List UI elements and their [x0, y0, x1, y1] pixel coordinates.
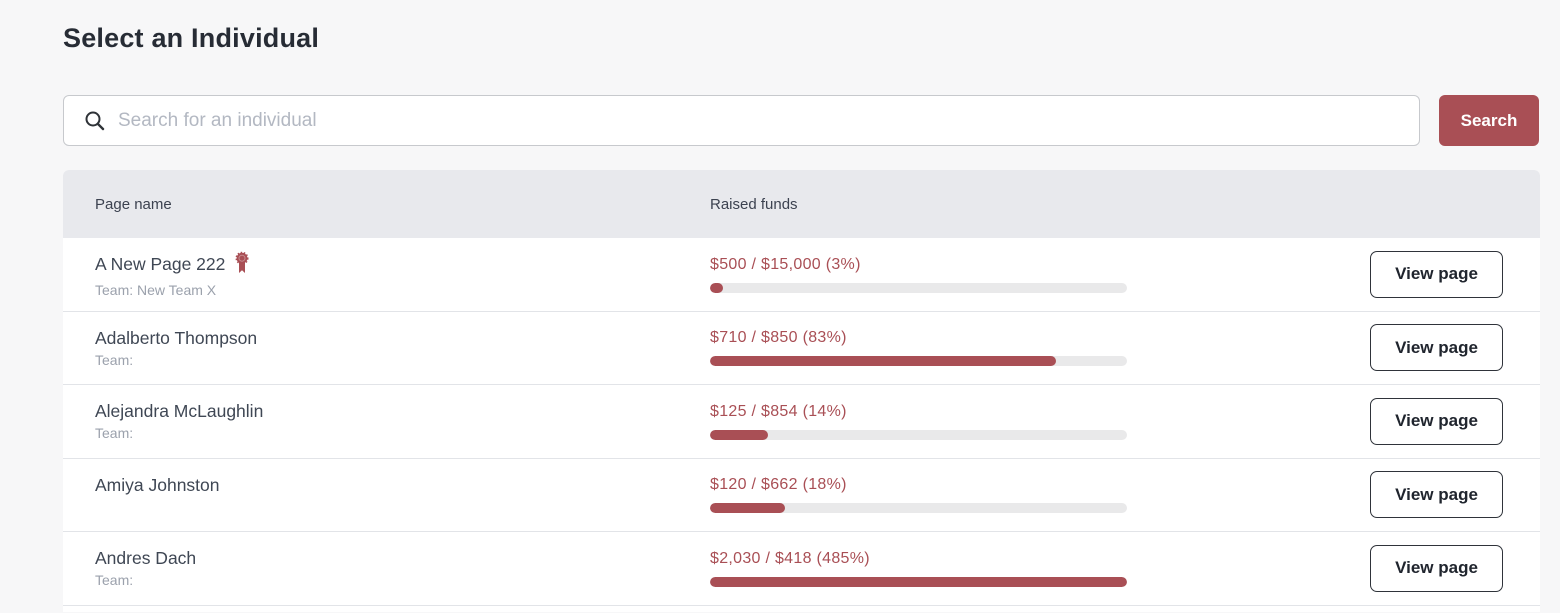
search-button[interactable]: Search [1439, 95, 1539, 146]
individual-name: Andres Dach [95, 548, 197, 569]
team-label [95, 499, 710, 515]
search-icon [84, 110, 106, 132]
progress-fill [710, 429, 769, 440]
search-row: Search [63, 95, 1560, 146]
column-header-page-name: Page name [95, 195, 172, 213]
individual-name: A New Page 222 [95, 254, 226, 275]
page-name-cell: Adalberto Thompson Team: [63, 328, 710, 368]
table-header: Page name Raised funds [63, 170, 1540, 238]
progress-fill [710, 282, 723, 293]
individual-name: Amiya Johnston [95, 474, 220, 495]
page-name-cell: Andres Dach Team: [63, 548, 710, 588]
raised-funds-cell: $2,030 / $418 (485%) [710, 550, 1370, 587]
progress-bar [710, 282, 1127, 293]
raised-funds-cell: $500 / $15,000 (3%) [710, 256, 1370, 293]
page-name-cell: A New Page 222 Team: New Team X [63, 251, 710, 298]
progress-bar [710, 576, 1127, 587]
progress-fill [710, 576, 1127, 587]
award-ribbon-icon [234, 251, 250, 279]
raised-funds-cell: $120 / $662 (18%) [710, 476, 1370, 514]
view-page-button[interactable]: View page [1370, 397, 1503, 445]
raised-funds-text: $710 / $850 (83%) [710, 329, 847, 347]
search-input[interactable] [118, 96, 1419, 145]
column-header-raised-funds: Raised funds [710, 195, 798, 213]
view-page-button[interactable]: View page [1370, 544, 1503, 592]
table-row: Amiya Johnston $120 / $662 (18%) View pa… [63, 458, 1540, 532]
view-page-button[interactable]: View page [1370, 250, 1503, 298]
raised-funds-text: $125 / $854 (14%) [710, 402, 847, 420]
progress-fill [710, 503, 786, 514]
view-page-button[interactable]: View page [1370, 324, 1503, 372]
progress-bar [710, 503, 1127, 514]
individuals-table: Page name Raised funds A New Page 222 [63, 170, 1540, 612]
page-title: Select an Individual [63, 23, 320, 53]
progress-fill [710, 356, 1057, 367]
individual-name: Adalberto Thompson [95, 327, 258, 348]
table-row: Alejandra McLaughlin Team: $125 / $854 (… [63, 385, 1540, 459]
raised-funds-text: $2,030 / $418 (485%) [710, 549, 870, 567]
individual-name: Alejandra McLaughlin [95, 401, 264, 422]
search-box [63, 95, 1420, 146]
team-label: Team: New Team X [95, 281, 217, 298]
table-row: A New Page 222 Team: New Team X $500 / $… [63, 238, 1540, 312]
table-row: Adalberto Thompson Team: $710 / $850 (83… [63, 311, 1540, 385]
next-row-sliver [63, 605, 1540, 612]
team-label: Team: [95, 351, 134, 368]
raised-funds-text: $120 / $662 (18%) [710, 476, 847, 494]
view-page-button[interactable]: View page [1370, 471, 1503, 519]
table-row: Andres Dach Team: $2,030 / $418 (485%) V… [63, 532, 1540, 606]
page: Select an Individual Search Page name Ra… [0, 23, 1560, 612]
raised-funds-text: $500 / $15,000 (3%) [710, 255, 861, 273]
raised-funds-cell: $710 / $850 (83%) [710, 329, 1370, 367]
team-label: Team: [95, 572, 134, 589]
progress-bar [710, 429, 1127, 440]
page-name-cell: Alejandra McLaughlin Team: [63, 401, 710, 441]
team-label: Team: [95, 425, 134, 442]
progress-bar [710, 356, 1127, 367]
raised-funds-cell: $125 / $854 (14%) [710, 403, 1370, 440]
page-name-cell: Amiya Johnston [63, 475, 710, 515]
